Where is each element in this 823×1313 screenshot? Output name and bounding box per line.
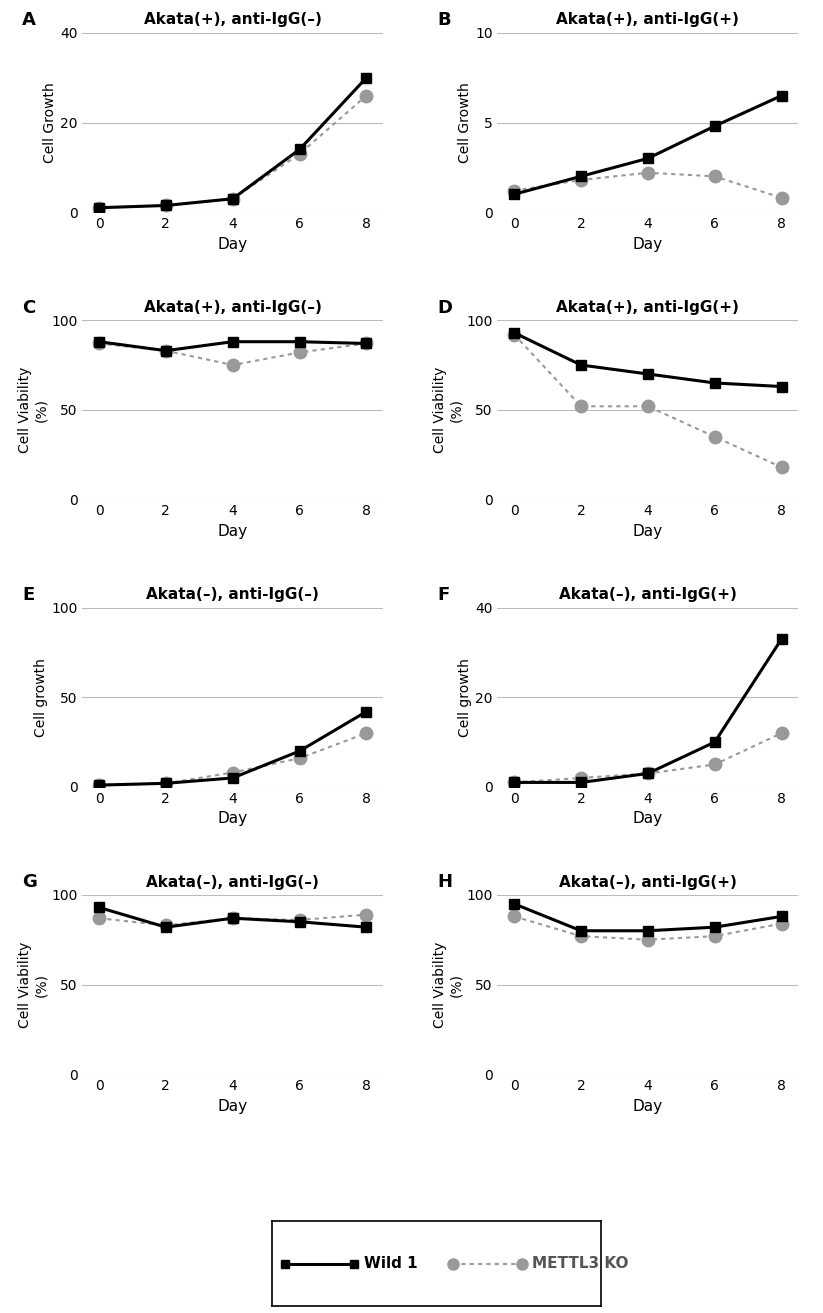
Y-axis label: Cell Viability
(%): Cell Viability (%): [18, 366, 49, 453]
X-axis label: Day: Day: [217, 524, 248, 538]
Title: Akata(+), anti-IgG(+): Akata(+), anti-IgG(+): [556, 299, 739, 315]
Text: H: H: [437, 873, 453, 892]
Text: A: A: [22, 12, 36, 29]
X-axis label: Day: Day: [633, 1099, 663, 1113]
Title: Akata(–), anti-IgG(–): Akata(–), anti-IgG(–): [146, 587, 319, 603]
X-axis label: Day: Day: [633, 811, 663, 826]
Text: D: D: [437, 298, 453, 316]
Title: Akata(+), anti-IgG(–): Akata(+), anti-IgG(–): [144, 299, 322, 315]
Text: Wild 1: Wild 1: [364, 1257, 417, 1271]
Y-axis label: Cell growth: Cell growth: [458, 658, 472, 737]
X-axis label: Day: Day: [217, 1099, 248, 1113]
Y-axis label: Cell Viability
(%): Cell Viability (%): [18, 941, 49, 1028]
Title: Akata(–), anti-IgG(–): Akata(–), anti-IgG(–): [146, 874, 319, 889]
Text: G: G: [22, 873, 37, 892]
Text: F: F: [437, 586, 449, 604]
Text: C: C: [22, 298, 35, 316]
Text: B: B: [437, 12, 451, 29]
Text: METTL3 KO: METTL3 KO: [532, 1257, 628, 1271]
Title: Akata(–), anti-IgG(+): Akata(–), anti-IgG(+): [559, 874, 737, 889]
Y-axis label: Cell Growth: Cell Growth: [458, 83, 472, 163]
Title: Akata(+), anti-IgG(–): Akata(+), anti-IgG(–): [144, 13, 322, 28]
Y-axis label: Cell Viability
(%): Cell Viability (%): [433, 366, 463, 453]
X-axis label: Day: Day: [217, 236, 248, 252]
Y-axis label: Cell Viability
(%): Cell Viability (%): [433, 941, 463, 1028]
Title: Akata(+), anti-IgG(+): Akata(+), anti-IgG(+): [556, 13, 739, 28]
X-axis label: Day: Day: [633, 236, 663, 252]
Y-axis label: Cell growth: Cell growth: [35, 658, 49, 737]
Text: E: E: [22, 586, 35, 604]
Title: Akata(–), anti-IgG(+): Akata(–), anti-IgG(+): [559, 587, 737, 603]
X-axis label: Day: Day: [217, 811, 248, 826]
X-axis label: Day: Day: [633, 524, 663, 538]
Y-axis label: Cell Growth: Cell Growth: [43, 83, 57, 163]
